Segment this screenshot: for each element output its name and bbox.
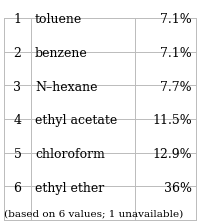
Text: ethyl acetate: ethyl acetate <box>35 114 117 127</box>
Text: ethyl ether: ethyl ether <box>35 182 104 195</box>
Text: 12.9%: 12.9% <box>152 148 192 161</box>
Text: 5: 5 <box>14 148 21 161</box>
Text: chloroform: chloroform <box>35 148 105 161</box>
Text: benzene: benzene <box>35 47 88 60</box>
Text: N–hexane: N–hexane <box>35 81 97 94</box>
Text: 3: 3 <box>13 81 21 94</box>
Text: 6: 6 <box>13 182 21 195</box>
Text: (based on 6 values; 1 unavailable): (based on 6 values; 1 unavailable) <box>4 209 183 219</box>
Text: toluene: toluene <box>35 13 82 26</box>
Text: 7.1%: 7.1% <box>160 47 192 60</box>
Text: 2: 2 <box>14 47 21 60</box>
Text: 11.5%: 11.5% <box>152 114 192 127</box>
Text: 1: 1 <box>13 13 21 26</box>
Text: 7.7%: 7.7% <box>160 81 192 94</box>
Text: 7.1%: 7.1% <box>160 13 192 26</box>
Text: 36%: 36% <box>164 182 192 195</box>
Text: 4: 4 <box>13 114 21 127</box>
